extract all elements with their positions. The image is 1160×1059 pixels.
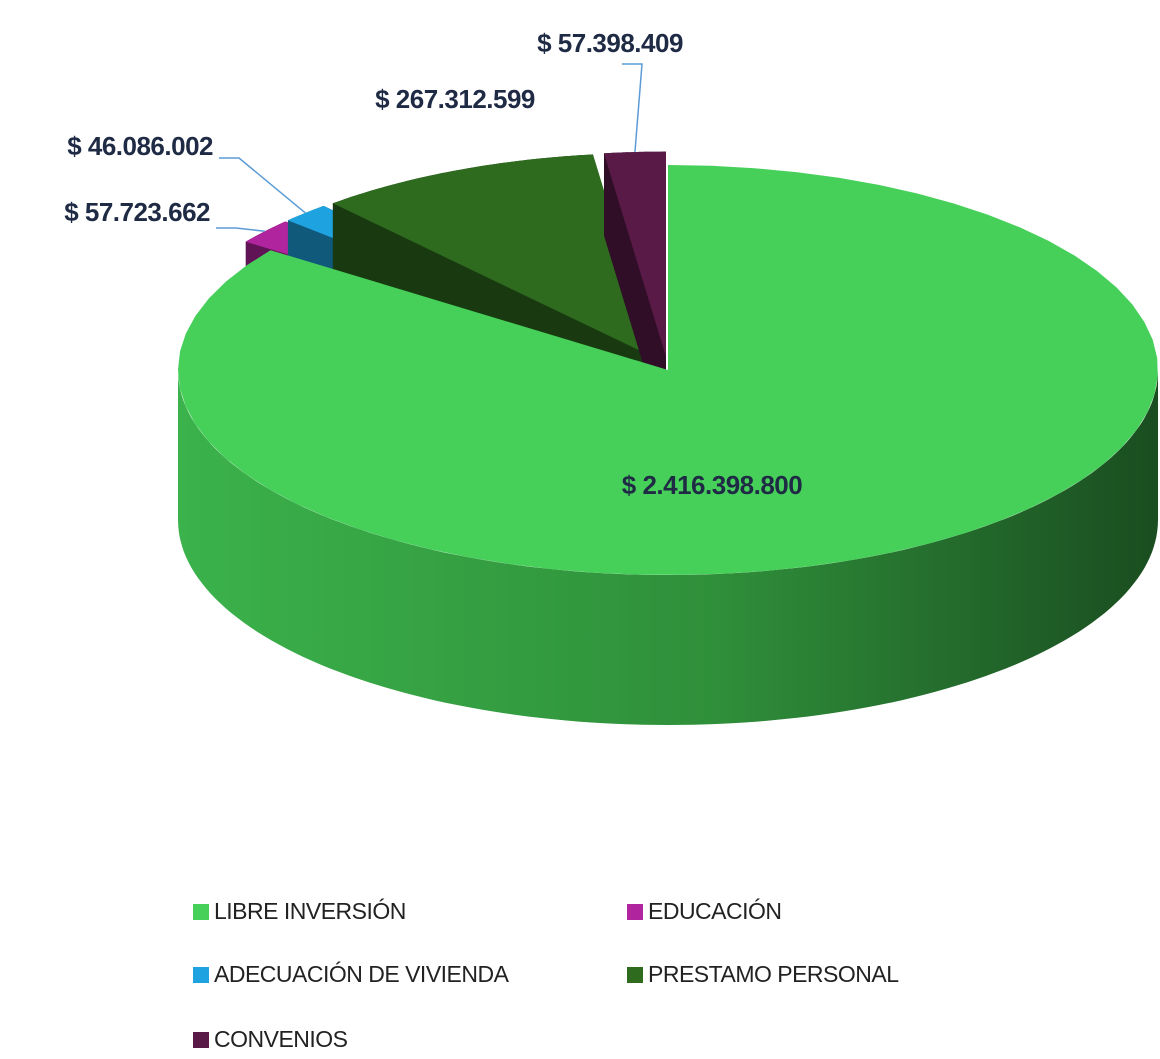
legend-swatch xyxy=(193,1032,209,1048)
legend-swatch xyxy=(627,967,643,983)
value-label: $ 267.312.599 xyxy=(375,84,535,114)
legend-swatch xyxy=(627,904,643,920)
value-label: $ 57.723.662 xyxy=(64,197,210,227)
value-label: $ 57.398.409 xyxy=(537,28,683,58)
legend-label: LIBRE INVERSIÓN xyxy=(214,898,406,924)
leader-line xyxy=(219,157,306,214)
value-label: $ 2.416.398.800 xyxy=(622,470,802,500)
slice-side xyxy=(178,370,1158,725)
legend-label: ADECUACIÓN DE VIVIENDA xyxy=(214,961,510,987)
value-label: $ 46.086.002 xyxy=(67,131,213,161)
leader-line xyxy=(216,227,265,233)
legend-label: PRESTAMO PERSONAL xyxy=(648,961,899,987)
slice xyxy=(604,151,666,357)
legend-label: CONVENIOS xyxy=(214,1026,348,1052)
legend-label: EDUCACIÓN xyxy=(648,898,782,924)
legend-swatch xyxy=(193,967,209,983)
slice xyxy=(332,154,655,358)
slice xyxy=(178,165,1158,575)
legend-swatch xyxy=(193,904,209,920)
leader-line xyxy=(622,63,643,153)
